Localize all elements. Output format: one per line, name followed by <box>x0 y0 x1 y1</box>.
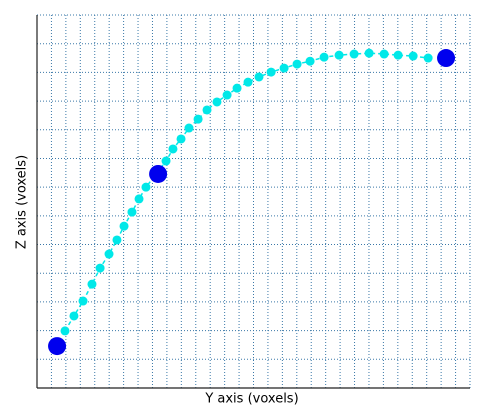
point <box>104 249 114 259</box>
point <box>184 123 194 133</box>
point <box>168 144 178 154</box>
point <box>334 50 344 60</box>
point <box>232 83 242 93</box>
point <box>60 326 70 336</box>
point <box>437 49 456 68</box>
point <box>193 114 203 124</box>
point <box>95 263 105 273</box>
point <box>87 279 97 289</box>
series-line <box>64 52 429 332</box>
point <box>379 49 389 59</box>
point <box>243 77 253 87</box>
point <box>408 51 418 61</box>
point <box>149 164 168 183</box>
point <box>161 156 171 166</box>
point <box>423 53 433 63</box>
point <box>69 311 79 321</box>
point <box>134 194 144 204</box>
point <box>305 56 315 66</box>
x-axis-label: Y axis (voxels) <box>204 392 298 407</box>
point <box>222 90 232 100</box>
point <box>48 337 67 356</box>
point <box>393 50 403 60</box>
point <box>292 59 302 69</box>
point <box>141 182 151 192</box>
point <box>112 235 122 245</box>
point <box>349 49 359 59</box>
point <box>364 48 374 58</box>
point <box>202 105 212 115</box>
point <box>319 52 329 62</box>
point <box>119 221 129 231</box>
point <box>254 72 264 82</box>
point <box>176 134 186 144</box>
point <box>78 296 88 306</box>
point <box>266 67 276 77</box>
point <box>279 63 289 73</box>
y-axis-label: Z axis (voxels) <box>15 155 30 249</box>
point <box>212 97 222 107</box>
point <box>127 207 137 217</box>
